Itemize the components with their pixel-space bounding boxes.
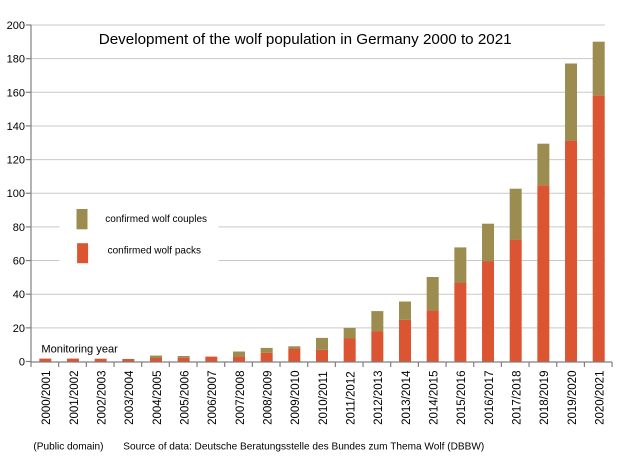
- svg-text:2008/2009: 2008/2009: [262, 371, 274, 425]
- svg-text:180: 180: [7, 54, 25, 66]
- svg-text:2007/2008: 2007/2008: [235, 371, 247, 425]
- svg-text:200: 200: [7, 20, 25, 32]
- svg-text:2003/2004: 2003/2004: [124, 370, 136, 425]
- svg-text:2020/2021: 2020/2021: [595, 371, 607, 425]
- svg-text:2019/2020: 2019/2020: [567, 371, 579, 425]
- svg-text:Source of data: Deutsche Berat: Source of data: Deutsche Beratungsstelle…: [123, 442, 484, 453]
- svg-text:2006/2007: 2006/2007: [207, 371, 219, 425]
- svg-text:140: 140: [7, 121, 25, 133]
- svg-text:2012/2013: 2012/2013: [373, 371, 385, 425]
- svg-text:0: 0: [19, 356, 25, 368]
- svg-text:2016/2017: 2016/2017: [484, 371, 496, 425]
- svg-text:20: 20: [13, 323, 25, 335]
- svg-text:40: 40: [13, 289, 25, 301]
- svg-text:(Public domain): (Public domain): [33, 442, 103, 453]
- svg-text:2009/2010: 2009/2010: [290, 371, 302, 425]
- svg-text:Monitoring year: Monitoring year: [41, 343, 118, 355]
- svg-text:60: 60: [13, 256, 25, 268]
- svg-text:2018/2019: 2018/2019: [539, 371, 551, 425]
- svg-text:confirmed wolf packs: confirmed wolf packs: [108, 246, 201, 257]
- svg-text:2000/2001: 2000/2001: [41, 371, 53, 425]
- svg-text:confirmed wolf couples: confirmed wolf couples: [105, 214, 207, 225]
- svg-text:120: 120: [7, 155, 25, 167]
- svg-text:2004/2005: 2004/2005: [152, 371, 164, 425]
- svg-text:2014/2015: 2014/2015: [428, 371, 440, 425]
- svg-text:80: 80: [13, 222, 25, 234]
- svg-text:2002/2003: 2002/2003: [96, 371, 108, 425]
- svg-text:Development of the wolf popula: Development of the wolf population in Ge…: [99, 31, 512, 48]
- svg-text:2017/2018: 2017/2018: [511, 371, 523, 425]
- svg-text:2010/2011: 2010/2011: [318, 371, 330, 425]
- svg-text:100: 100: [7, 188, 25, 200]
- svg-text:160: 160: [7, 87, 25, 99]
- svg-text:2015/2016: 2015/2016: [456, 371, 468, 425]
- svg-text:2005/2006: 2005/2006: [179, 371, 191, 425]
- svg-text:2001/2002: 2001/2002: [69, 371, 81, 425]
- svg-text:2011/2012: 2011/2012: [345, 371, 357, 425]
- svg-text:2013/2014: 2013/2014: [401, 370, 413, 425]
